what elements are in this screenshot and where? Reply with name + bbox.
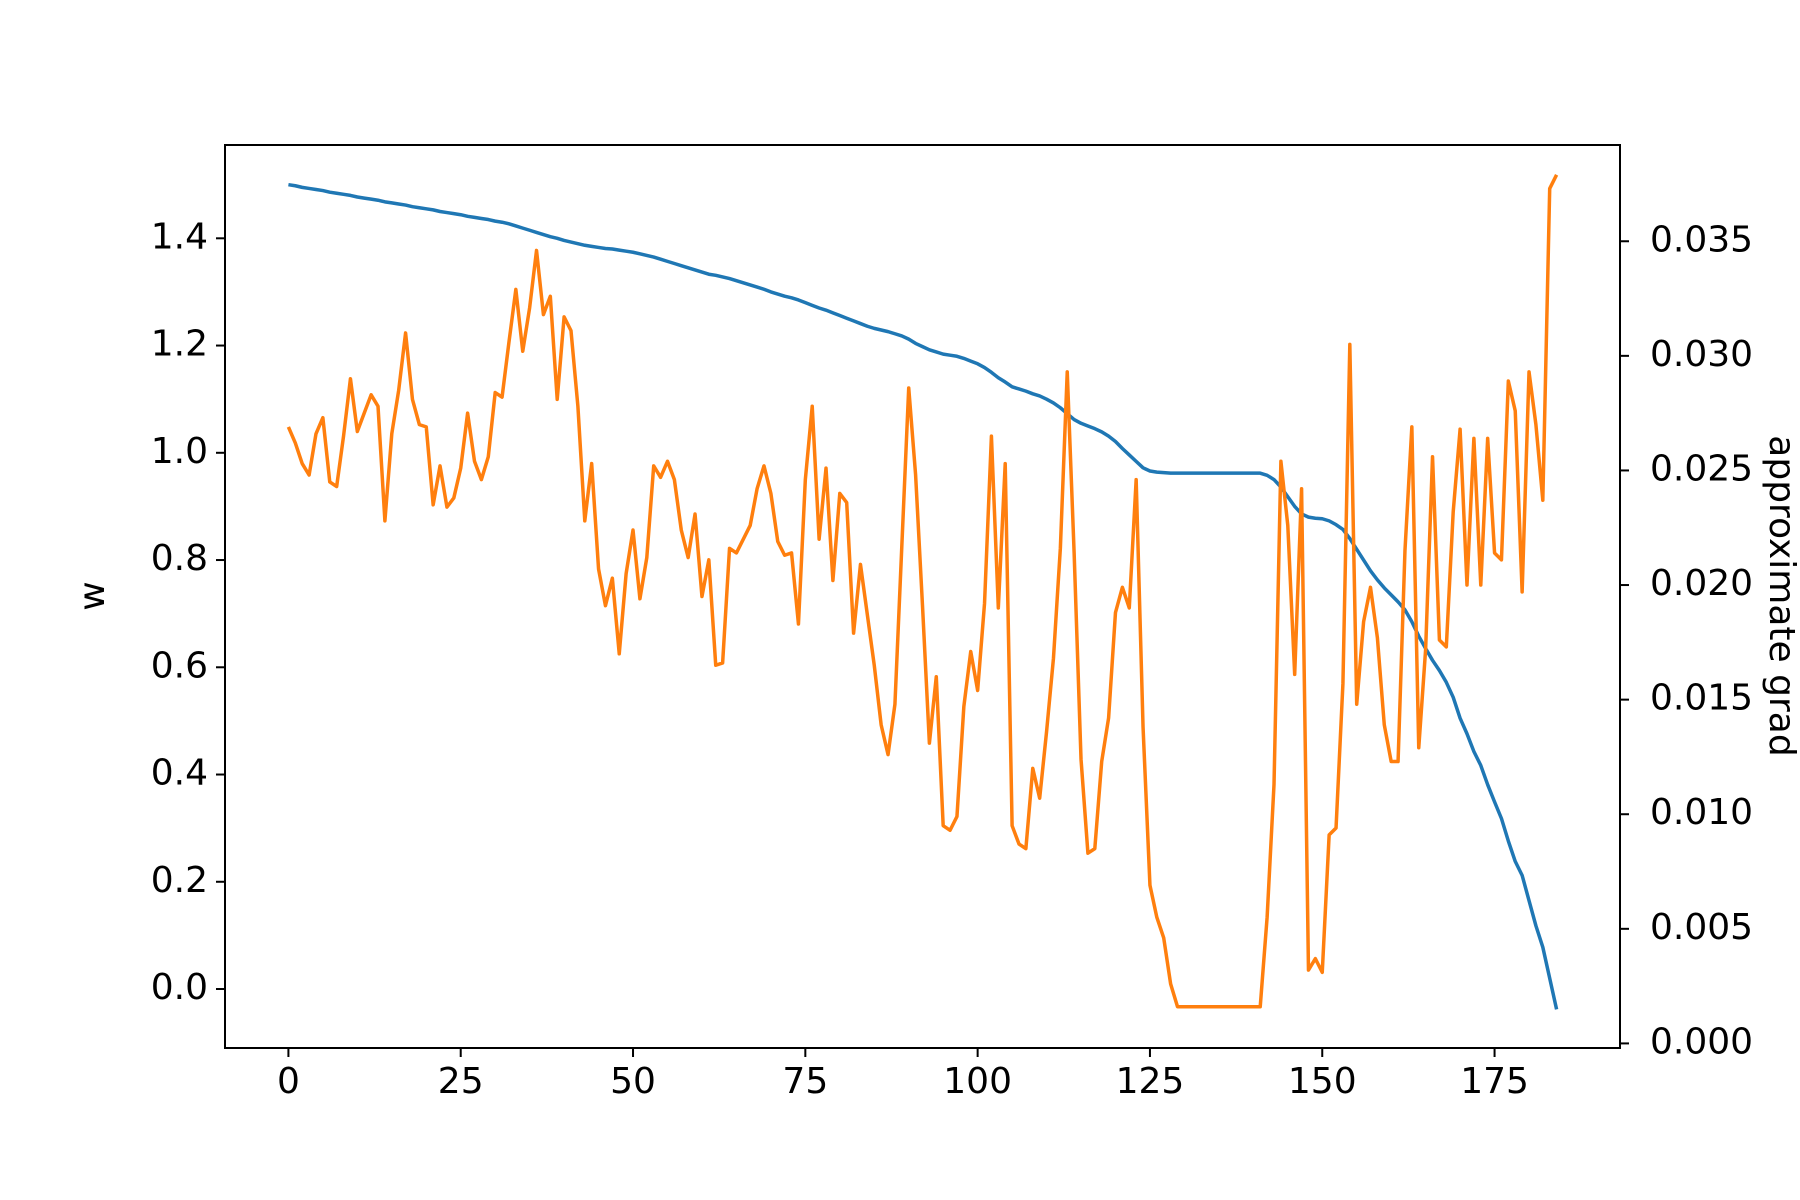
y-tick-label: 0.8 xyxy=(151,538,208,579)
y2-tick-label: 0.025 xyxy=(1650,448,1753,489)
y2-tick-label: 0.020 xyxy=(1650,563,1753,604)
plot-frame xyxy=(224,144,1621,1049)
y2-tick-label: 0.030 xyxy=(1650,334,1753,375)
y-tick-label: 0.6 xyxy=(151,645,208,686)
y2-tick-label: 0.010 xyxy=(1650,792,1753,833)
x-tick-label: 75 xyxy=(782,1061,828,1102)
x-tick-label: 25 xyxy=(438,1061,484,1102)
y2-tick-label: 0.005 xyxy=(1650,907,1753,948)
y2-tick-label: 0.000 xyxy=(1650,1021,1753,1062)
y-tick-label: 1.0 xyxy=(151,431,208,472)
y-tick-label: 1.2 xyxy=(151,324,208,365)
y2-tick-label: 0.035 xyxy=(1650,219,1753,260)
y2-axis-label: approximate grad xyxy=(1761,435,1800,756)
data-line xyxy=(286,174,1559,1009)
x-tick-label: 175 xyxy=(1460,1061,1529,1102)
x-tick-label: 125 xyxy=(1116,1061,1185,1102)
y-tick-label: 0.2 xyxy=(151,860,208,901)
y-tick-label: 0.0 xyxy=(151,967,208,1008)
x-tick-label: 150 xyxy=(1288,1061,1357,1102)
x-tick-label: 50 xyxy=(610,1061,656,1102)
y2-tick-label: 0.015 xyxy=(1650,678,1753,719)
y-tick-label: 1.4 xyxy=(151,216,208,257)
x-tick-label: 0 xyxy=(277,1061,300,1102)
y-tick-label: 0.4 xyxy=(151,753,208,794)
x-tick-label: 100 xyxy=(943,1061,1012,1102)
y-axis-label: w xyxy=(72,581,113,610)
